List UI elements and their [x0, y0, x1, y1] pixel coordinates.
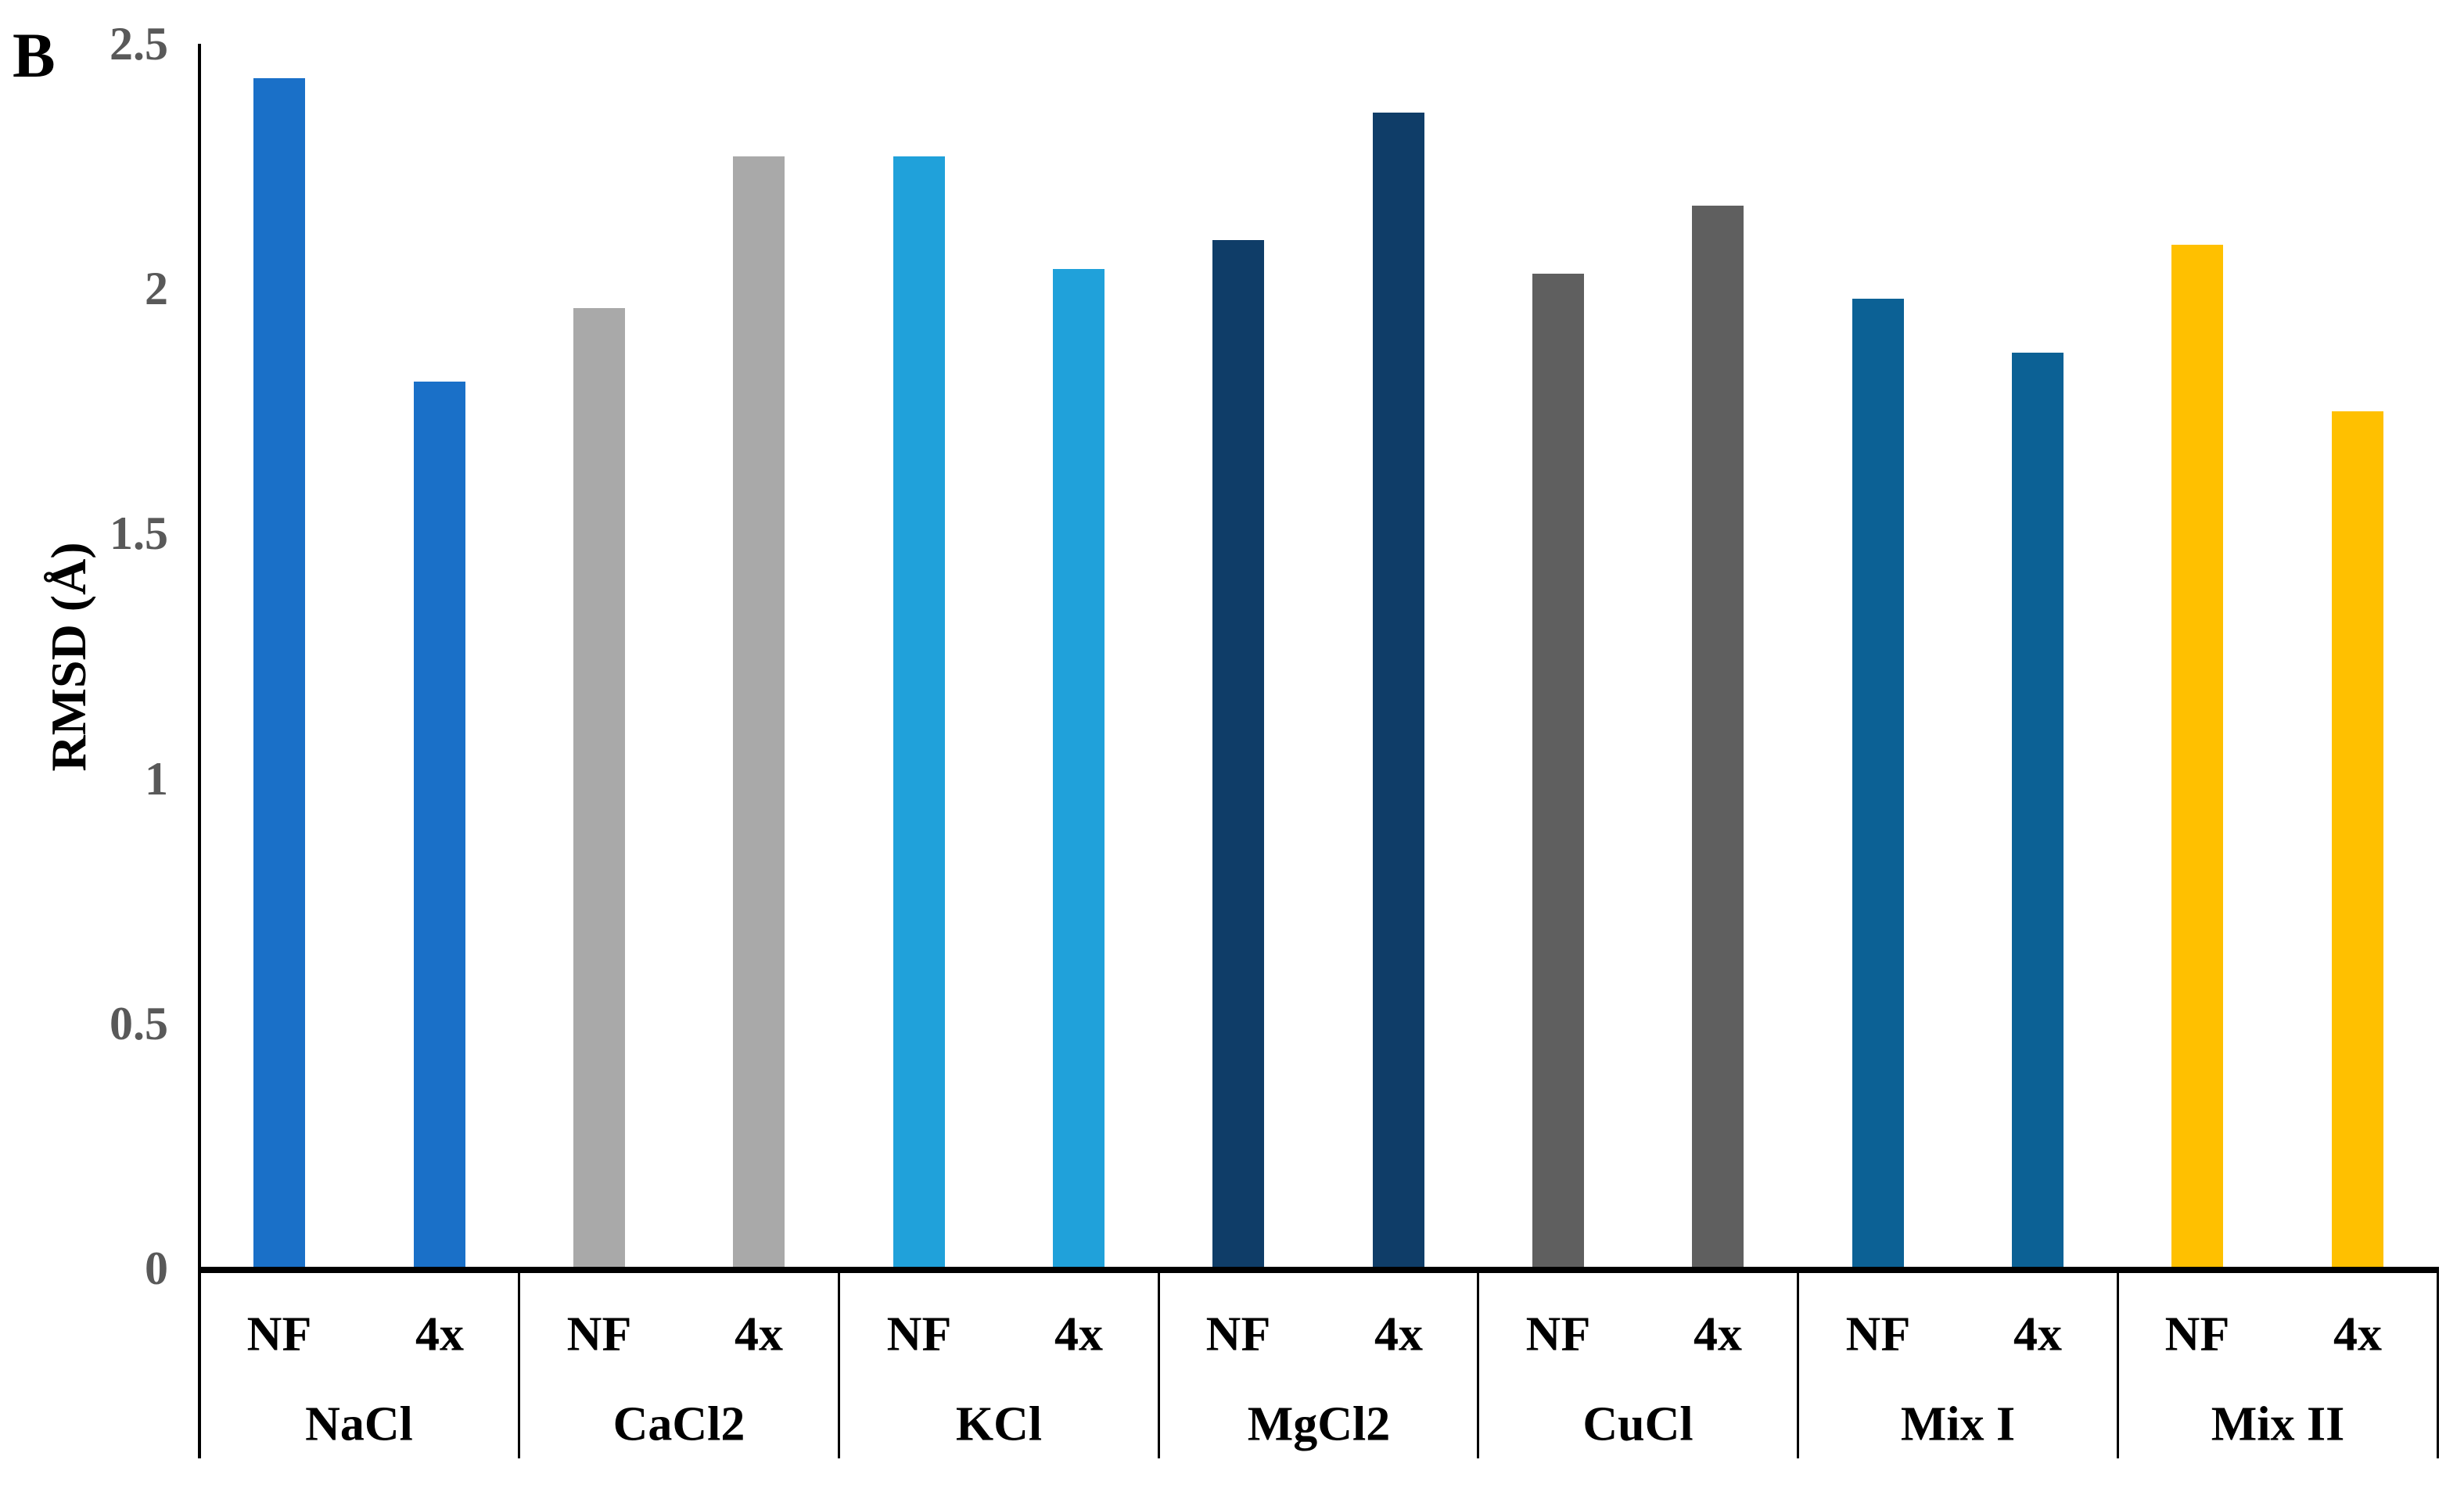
x-tick-label-kcl-nf: NF [886, 1307, 952, 1361]
bar-mix-i-4x [2012, 353, 2064, 1271]
bar-cucl-nf [1532, 274, 1584, 1271]
category-label-nacl: NaCl [305, 1397, 413, 1451]
x-tick-label-kcl-4x: 4x [1054, 1307, 1103, 1361]
bar-kcl-4x [1053, 269, 1104, 1271]
x-tick-label-mix-i-4x: 4x [2013, 1307, 2062, 1361]
bar-mgcl2-4x [1373, 113, 1424, 1271]
category-label-kcl: KCl [955, 1397, 1043, 1451]
y-tick-label-2-5: 2.5 [110, 18, 168, 70]
category-label-mix-ii: Mix II [2211, 1397, 2345, 1451]
category-divider [1158, 1273, 1160, 1458]
category-divider [1797, 1273, 1799, 1458]
x-tick-label-mix-i-nf: NF [1845, 1307, 1911, 1361]
category-label-cacl2: CaCl2 [612, 1397, 745, 1451]
category-divider [838, 1273, 840, 1458]
bar-mix-ii-4x [2332, 411, 2383, 1271]
category-label-mix-i: Mix I [1900, 1397, 2016, 1451]
bar-nacl-nf [253, 78, 305, 1271]
y-tick-label-0-5: 0.5 [110, 997, 168, 1049]
x-tick-label-cacl2-nf: NF [566, 1307, 632, 1361]
x-tick-label-cucl-4x: 4x [1694, 1307, 1742, 1361]
bar-mix-i-nf [1852, 299, 1904, 1271]
bar-cucl-4x [1692, 206, 1744, 1271]
x-tick-label-mix-ii-4x: 4x [2333, 1307, 2382, 1361]
category-divider [1477, 1273, 1479, 1458]
category-label-mgcl2: MgCl2 [1247, 1397, 1391, 1451]
x-tick-label-cacl2-4x: 4x [735, 1307, 783, 1361]
x-tick-label-mgcl2-nf: NF [1205, 1307, 1271, 1361]
x-tick-label-mix-ii-nf: NF [2164, 1307, 2230, 1361]
y-tick-label-2: 2 [145, 263, 168, 315]
bar-cacl2-4x [733, 156, 785, 1271]
y-tick-label-0: 0 [145, 1243, 168, 1294]
x-tick-label-nacl-nf: NF [246, 1307, 312, 1361]
y-axis-line [198, 44, 201, 1458]
bar-kcl-nf [893, 156, 945, 1271]
x-tick-label-mgcl2-4x: 4x [1374, 1307, 1423, 1361]
y-tick-label-1-5: 1.5 [110, 507, 168, 560]
y-axis-title: RMSD (Å) [41, 542, 96, 772]
category-divider [2437, 1273, 2439, 1458]
y-tick-label-1: 1 [145, 752, 168, 805]
category-label-cucl: CuCl [1582, 1397, 1694, 1451]
x-axis-line [198, 1267, 2439, 1273]
category-divider [518, 1273, 520, 1458]
bar-nacl-4x [414, 382, 465, 1271]
x-tick-label-nacl-4x: 4x [415, 1307, 464, 1361]
x-tick-label-cucl-nf: NF [1525, 1307, 1591, 1361]
panel-label: B [13, 20, 56, 91]
bar-cacl2-nf [573, 308, 625, 1271]
bar-mgcl2-nf [1212, 240, 1264, 1271]
bar-mix-ii-nf [2171, 245, 2223, 1271]
category-divider [2117, 1273, 2119, 1458]
